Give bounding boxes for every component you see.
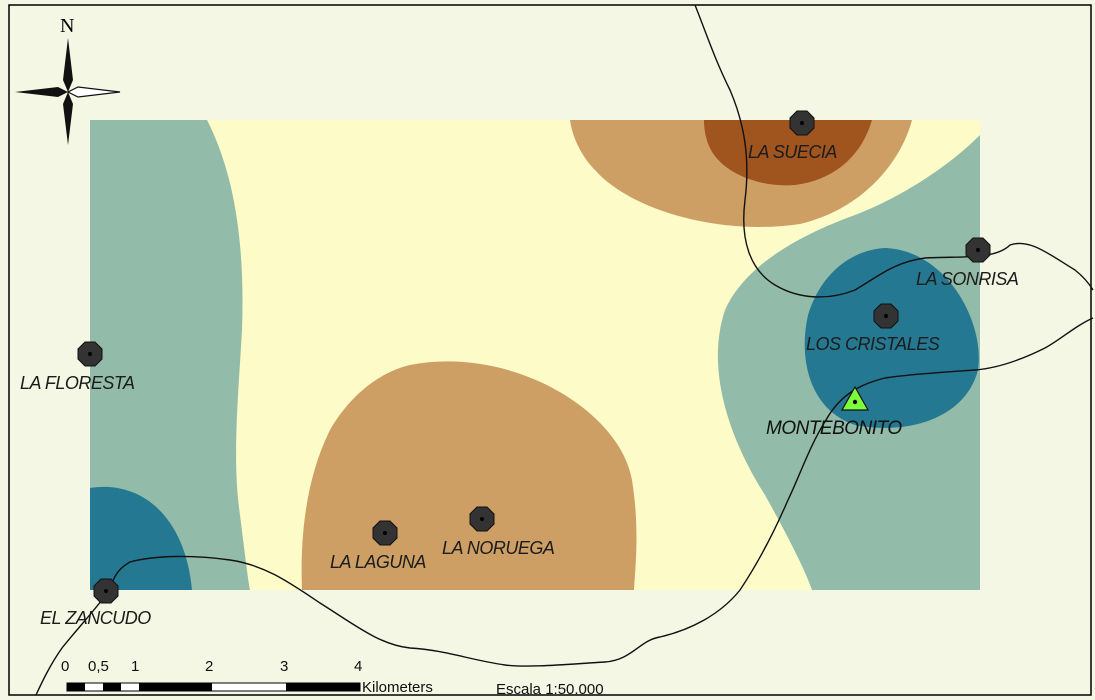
label-montebonito: MONTEBONITO [766, 418, 902, 439]
label-la-laguna: LA LAGUNA [330, 552, 426, 572]
station-marker-la-suecia[interactable] [789, 110, 815, 136]
main-town-marker[interactable] [840, 385, 870, 411]
station-marker-la-noruega[interactable] [469, 506, 495, 532]
station-marker-los-cristales[interactable] [873, 303, 899, 329]
north-label: N [60, 15, 74, 37]
station-marker-la-laguna[interactable] [372, 520, 398, 546]
station-marker-la-floresta[interactable] [77, 341, 103, 367]
scale-unit: Kilometers [362, 679, 433, 696]
north-arrow-south [63, 92, 73, 145]
zone-north-dark-brown [704, 120, 872, 186]
scale-tick-2: 2 [205, 658, 213, 675]
north-arrow-east [66, 86, 121, 98]
station-marker-el-zancudo[interactable] [93, 578, 119, 604]
scale-bar: 0 0,5 1 2 3 4 Kilometers Escala 1:50.000 [61, 658, 604, 698]
scale-tick-3: 3 [280, 658, 288, 675]
north-arrow-west [15, 87, 68, 97]
station-marker-la-sonrisa[interactable] [965, 237, 991, 263]
roads [35, 4, 1094, 696]
town-labels: LA SUECIA LA SONRISA LOS CRISTALES LA FL… [20, 142, 1019, 628]
zone-southwest-deep [90, 486, 192, 590]
scale-seg-b [103, 683, 121, 691]
north-arrow-north [63, 38, 73, 92]
station-markers [77, 110, 991, 604]
label-el-zancudo: EL ZANCUDO [40, 608, 151, 628]
road-southwest [35, 591, 109, 696]
label-los-cristales: LOS CRISTALES [806, 334, 940, 354]
label-la-noruega: LA NORUEGA [442, 538, 555, 558]
scale-tick-0: 0 [61, 658, 69, 675]
label-la-suecia: LA SUECIA [748, 142, 837, 162]
label-la-sonrisa: LA SONRISA [916, 269, 1019, 289]
zone-west-teal [90, 120, 250, 590]
scale-tick-4: 4 [354, 658, 362, 675]
road-east [109, 317, 1094, 667]
scale-seg-c [139, 683, 212, 691]
scale-ratio: Escala 1:50.000 [496, 681, 604, 698]
label-la-floresta: LA FLORESTA [20, 373, 135, 393]
scale-tick-1: 1 [131, 658, 139, 675]
north-arrow: N [15, 15, 121, 145]
scale-seg-d [286, 683, 360, 691]
scale-seg-a [67, 683, 85, 691]
road-north [694, 4, 1094, 298]
scale-tick-0-5: 0,5 [88, 658, 109, 675]
interpolation-raster [90, 120, 980, 590]
